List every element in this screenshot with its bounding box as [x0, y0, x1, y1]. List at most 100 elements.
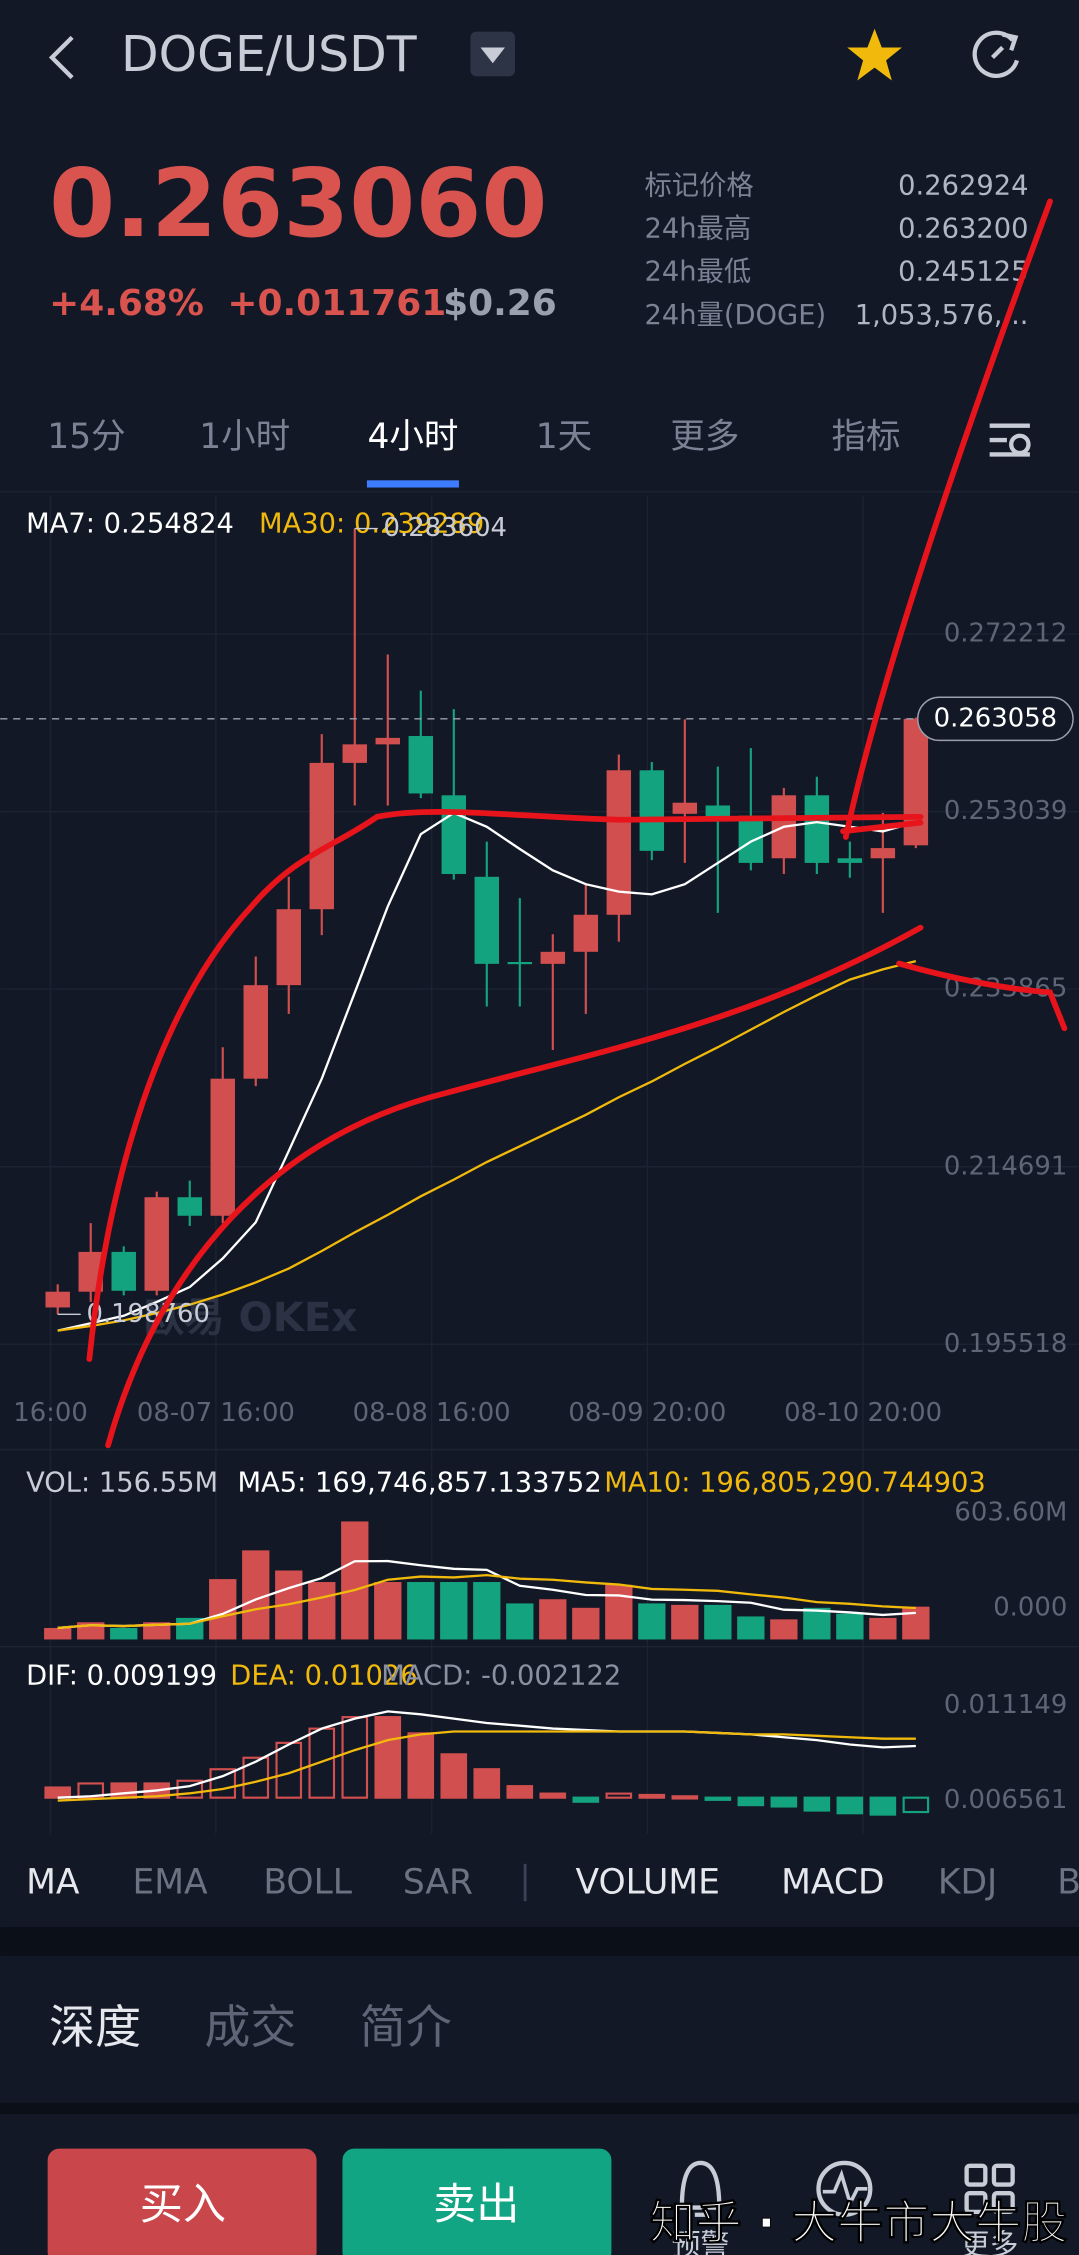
indicator-bar: [0, 1835, 1079, 1928]
macd-bar: [902, 1796, 930, 1814]
y-tick-label: 0.214691: [944, 1151, 1067, 1181]
legend-entry: DIF: 0.009199: [26, 1660, 217, 1691]
interval-tab[interactable]: 指标: [831, 417, 900, 457]
indicator-tab[interactable]: BOLL: [263, 1862, 352, 1902]
candle-body: [276, 909, 301, 986]
candle-body: [342, 744, 367, 763]
legend-entry: VOL: 156.55M: [26, 1468, 218, 1499]
volume-bar: [770, 1619, 798, 1640]
info-tab[interactable]: 成交: [204, 2000, 296, 2054]
volume-bar: [671, 1604, 699, 1640]
ma-line: [57, 959, 917, 1332]
y-tick-label: 0.000: [993, 1592, 1067, 1622]
low-annotation: 0.198760: [86, 1299, 209, 1329]
y-tick-label: 0.272212: [944, 619, 1067, 649]
macd-bar: [737, 1796, 765, 1807]
candle-body: [738, 815, 764, 863]
legend-entry: MACD: -0.002122: [381, 1660, 621, 1691]
volume-bar: [704, 1604, 732, 1640]
x-tick-label: 08-07 16:00: [137, 1398, 295, 1428]
interval-tab[interactable]: 1小时: [199, 417, 290, 457]
pair-title[interactable]: DOGE/USDT: [121, 26, 417, 83]
ma-line: [57, 811, 917, 1332]
macd-bar: [506, 1785, 534, 1799]
macd-bar: [869, 1796, 897, 1816]
indicator-tab[interactable]: SAR: [403, 1862, 473, 1902]
candle-body: [375, 737, 401, 745]
volume-bar: [572, 1607, 600, 1640]
alert-label: 预警: [672, 2227, 730, 2255]
volume-bar: [803, 1607, 831, 1640]
y-tick-label: 0.011149: [944, 1690, 1067, 1720]
indicator-tab[interactable]: VOLUME: [575, 1862, 719, 1902]
more-icon[interactable]: [964, 2163, 1015, 2215]
back-icon[interactable]: [48, 35, 74, 80]
info-tab[interactable]: 简介: [360, 2000, 452, 2054]
sell-label: 卖出: [433, 2180, 519, 2230]
macd-bar: [77, 1782, 105, 1799]
buy-button[interactable]: [47, 2148, 317, 2255]
x-tick-label: 08-08 16:00: [353, 1398, 511, 1428]
candle-body: [870, 848, 896, 859]
macd-bar: [440, 1753, 468, 1799]
interval-tab[interactable]: 更多: [670, 417, 739, 457]
sell-button[interactable]: [342, 2148, 612, 2255]
interval-tab[interactable]: 1天: [536, 417, 592, 457]
candle-body: [837, 858, 863, 863]
kline-chart: 0.2722120.2530390.2338650.2146910.195518…: [0, 496, 1079, 1834]
volume-bar: [539, 1599, 567, 1640]
indicator-tab[interactable]: MACD: [781, 1862, 884, 1902]
macd-bar: [374, 1716, 402, 1799]
stat-value: 0.245125: [898, 257, 1028, 288]
interval-tab[interactable]: 4小时: [367, 417, 458, 457]
volume-bar: [374, 1582, 402, 1640]
interval-tabs: 15分 1小时 4小时 1天 更多 指标: [47, 417, 1031, 488]
volume-bar: [869, 1617, 897, 1640]
last-price-tag: [917, 696, 1074, 742]
x-tick-label: 08-10 20:00: [784, 1398, 942, 1428]
y-tick-label: 0.253039: [944, 796, 1067, 826]
candle-body: [672, 802, 698, 814]
info-tab[interactable]: 深度: [49, 2000, 141, 2054]
candle-body: [540, 951, 566, 964]
macd-bar: [473, 1768, 501, 1799]
stats: 标记价格 0.262924 24h最高 0.263200 24h最低 0.245125 24…: [644, 170, 1028, 330]
indicator-tab[interactable]: EMA: [133, 1862, 209, 1902]
change-percent: +4.68%: [49, 283, 204, 324]
candle-body: [474, 876, 500, 964]
indicator-tab[interactable]: KDJ: [938, 1862, 997, 1902]
macd-bar: [605, 1792, 633, 1799]
x-tick-label: 16:00: [13, 1398, 88, 1428]
volume-bar: [341, 1521, 369, 1640]
more-label: 更多: [961, 2227, 1018, 2255]
indicator-tab[interactable]: MA: [26, 1862, 80, 1902]
candle-body: [441, 795, 467, 875]
active-underline: [366, 480, 459, 488]
refresh-arrow: [1002, 32, 1019, 52]
stat-label: 标记价格: [644, 170, 753, 201]
favorite-star[interactable]: [847, 28, 902, 81]
alert-icon[interactable]: [679, 2160, 722, 2217]
legend-entry: DEA: 0.01026: [230, 1660, 417, 1691]
legend-entry: MA5: 169,746,857.133752: [237, 1468, 601, 1499]
market-icon[interactable]: [816, 2160, 873, 2217]
watermark: 知乎 · 大牛市大牛股: [650, 2196, 1068, 2250]
info-tabs: 深度 成交 简介: [49, 2000, 452, 2054]
candle-body: [804, 795, 830, 863]
candle-body: [507, 962, 533, 965]
macd-bar: [671, 1795, 699, 1800]
volume-bar: [44, 1627, 72, 1640]
volume-bar: [473, 1582, 501, 1640]
refresh-icon[interactable]: [972, 30, 1020, 79]
indicator-tab[interactable]: B: [1057, 1862, 1079, 1902]
dropdown-arrow: [480, 47, 505, 64]
usd-price: $0.26: [443, 283, 557, 324]
interval-tab[interactable]: 15分: [47, 417, 125, 457]
indicator-tabs: MA EMA BOLL SAR VOLUME MACD KDJ B: [26, 1862, 1079, 1902]
volume-bar: [143, 1622, 171, 1640]
macd-bar: [407, 1732, 435, 1799]
volume-ma-line: [57, 1573, 916, 1630]
y-tick-label: 0.195518: [944, 1329, 1067, 1359]
stat-value: 1,053,576,...: [855, 300, 1029, 331]
